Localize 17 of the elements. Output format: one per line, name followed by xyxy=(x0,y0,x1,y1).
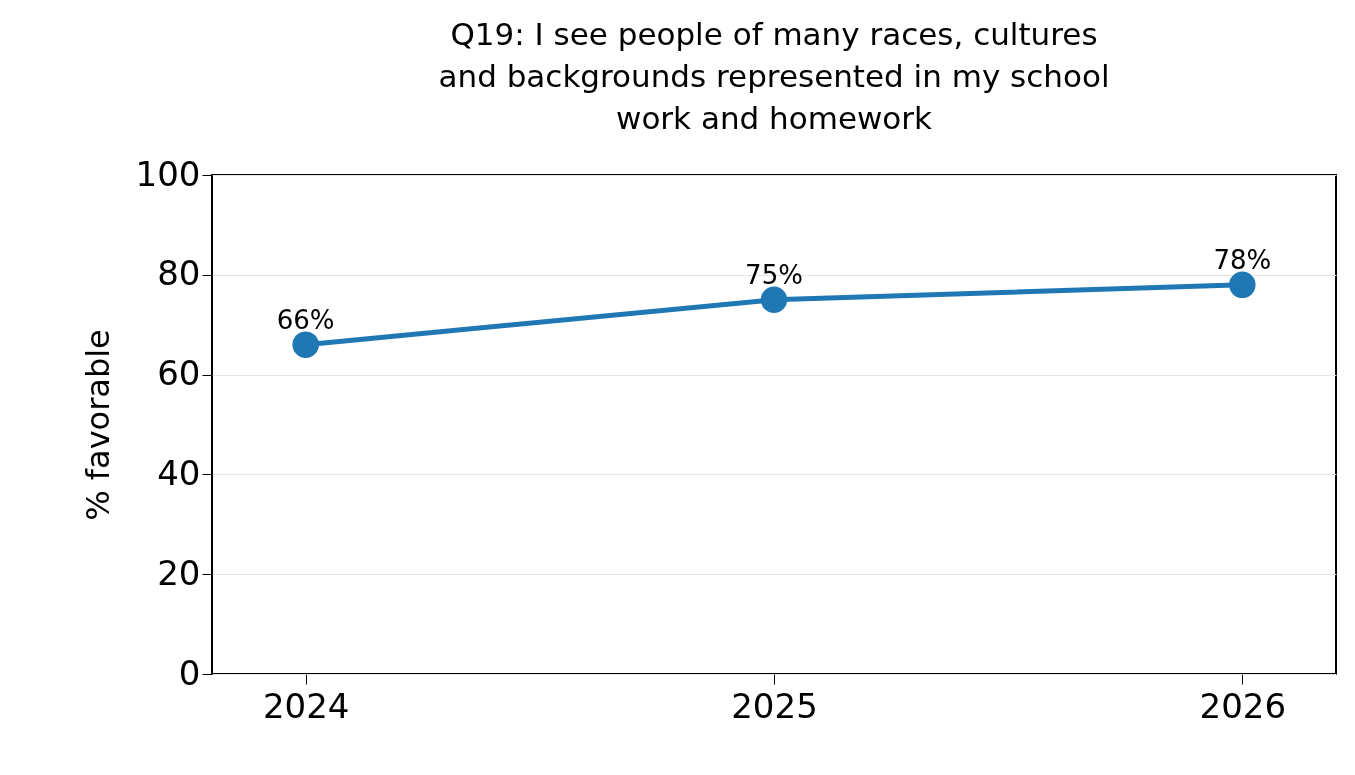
y-tick-label: 40 xyxy=(157,452,201,493)
point xyxy=(292,331,319,358)
y-tick-label: 0 xyxy=(178,652,201,693)
data-label: 66% xyxy=(276,304,335,335)
point xyxy=(1229,271,1256,298)
x-tick-label: 2026 xyxy=(1199,685,1287,726)
point xyxy=(760,286,788,313)
x-tick-label: 2025 xyxy=(731,685,818,726)
y-tick-label: 60 xyxy=(157,353,201,394)
y-axis-title: % favorable xyxy=(78,329,117,521)
y-tick-label: 20 xyxy=(157,552,201,593)
y-tick-label: 100 xyxy=(135,153,201,194)
y-tick-label: 80 xyxy=(157,253,201,294)
data-label: 75% xyxy=(745,259,803,290)
chart-title: Q19: I see people of many races, cultures and backgrounds represented in my school work and homework xyxy=(438,16,1110,136)
data-label: 78% xyxy=(1213,244,1272,275)
x-tick-label: 2024 xyxy=(262,685,350,726)
